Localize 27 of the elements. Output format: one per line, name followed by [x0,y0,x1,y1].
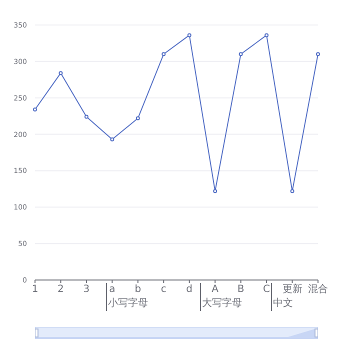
x-tick-label: 1 [32,284,38,296]
point [162,52,166,56]
point [238,52,243,56]
point [290,189,294,194]
point [213,189,218,194]
x-tick-label: 3 [83,284,90,296]
point [187,33,192,38]
point [316,52,320,56]
x-tick-label: b [134,284,142,296]
x-tick-label: A [212,284,219,296]
x-tick-label: C [263,284,270,296]
x-tick-label: d [186,284,193,296]
point [84,114,88,119]
x-tick-label: 更新 [282,283,302,296]
x-tick-label: B [237,284,244,296]
text: 小写字母 [108,298,148,310]
x-tick-label: 2 [58,284,64,296]
point [136,116,140,120]
text: 大写字母 [202,298,242,310]
x-tick-label: a [109,284,116,296]
point [58,71,63,76]
point [264,33,269,38]
point [33,108,37,112]
x-tick-label: c [160,284,166,296]
x-tick-label: 混合 [308,283,328,296]
point [110,137,114,142]
text: 中文 [272,298,293,310]
